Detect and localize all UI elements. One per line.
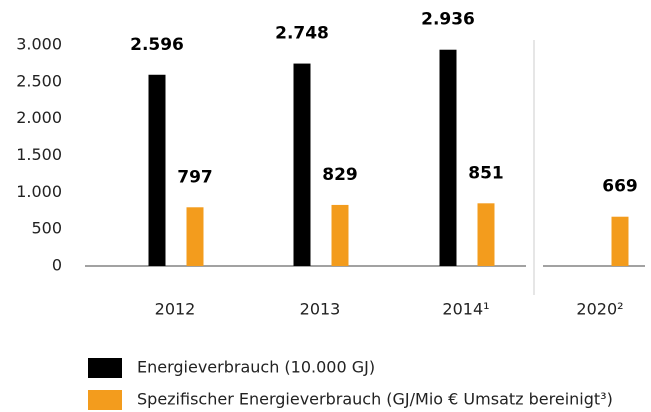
y-tick-label: 500 bbox=[31, 219, 62, 238]
y-tick-label: 2.500 bbox=[16, 71, 62, 90]
x-tick-label: 2012 bbox=[155, 300, 196, 319]
legend-label: Spezifischer Energieverbrauch (GJ/Mio € … bbox=[137, 390, 613, 409]
y-tick-label: 0 bbox=[52, 256, 62, 275]
y-tick-label: 2.000 bbox=[16, 108, 62, 127]
x-tick-label: 2020² bbox=[576, 300, 623, 319]
value-label: 851 bbox=[468, 163, 504, 183]
bar bbox=[331, 204, 349, 266]
legend-swatch bbox=[88, 358, 122, 378]
bar bbox=[148, 74, 166, 267]
x-tick-label: 2014¹ bbox=[442, 300, 489, 319]
value-label: 797 bbox=[177, 167, 213, 187]
value-label: 2.596 bbox=[130, 35, 184, 55]
value-label: 829 bbox=[322, 165, 358, 185]
x-tick-label: 2013 bbox=[300, 300, 341, 319]
bar bbox=[439, 49, 457, 267]
y-tick-label: 3.000 bbox=[16, 35, 62, 54]
value-label: 2.936 bbox=[421, 10, 475, 30]
value-label: 2.748 bbox=[275, 24, 329, 44]
legend-swatch bbox=[88, 390, 122, 410]
y-tick-label: 1.000 bbox=[16, 182, 62, 201]
bar bbox=[611, 216, 629, 266]
value-label: 669 bbox=[602, 177, 638, 197]
bar bbox=[186, 207, 204, 266]
y-tick-label: 1.500 bbox=[16, 145, 62, 164]
bar bbox=[293, 63, 311, 267]
bar bbox=[477, 203, 495, 266]
legend-label: Energieverbrauch (10.000 GJ) bbox=[137, 358, 375, 377]
